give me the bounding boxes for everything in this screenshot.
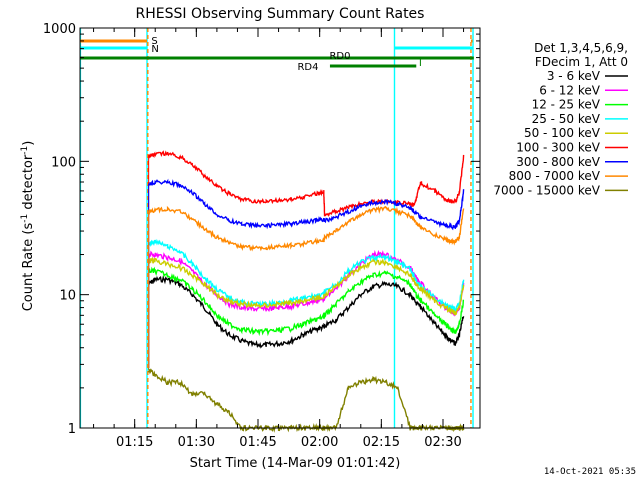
legend-entry-label: 300 - 800 keV xyxy=(516,155,600,169)
x-tick-label: 01:30 xyxy=(178,435,215,450)
series-line xyxy=(148,238,465,314)
legend-entry-label: 12 - 25 keV xyxy=(532,98,601,112)
flag-rd0-label: RD0 xyxy=(329,51,350,62)
series-trace xyxy=(148,205,465,368)
legend-entry-label: 100 - 300 keV xyxy=(516,141,600,155)
x-tick-label: 01:15 xyxy=(116,435,153,450)
legend-entry-label: 6 - 12 keV xyxy=(539,83,601,97)
y-tick-label: 1000 xyxy=(43,22,76,37)
x-tick-label: 02:00 xyxy=(301,435,338,450)
y-axis-label: Count Rate (s-1 detector-1) xyxy=(20,141,36,312)
series-line xyxy=(148,205,465,252)
plot-frame xyxy=(79,27,481,429)
legend: Det 1,3,4,5,6,9, FDecim 1, Att 0 3 - 6 k… xyxy=(493,41,628,197)
flag-s-label: S xyxy=(151,36,157,47)
y-tick-label: 100 xyxy=(51,155,76,170)
legend-header-line: Det 1,3,4,5,6,9, xyxy=(534,41,628,55)
y-axis: 1 10 100 1000 xyxy=(43,22,480,437)
series-line xyxy=(148,266,465,337)
x-tick-label: 01:45 xyxy=(239,435,276,450)
footer-date: 14-Oct-2021 05:35 xyxy=(544,467,636,477)
legend-entry-label: 50 - 100 keV xyxy=(524,126,601,140)
legend-entry-label: 3 - 6 keV xyxy=(547,69,601,83)
legend-header-line: FDecim 1, Att 0 xyxy=(535,55,628,69)
legend-entry-label: 7000 - 15000 keV xyxy=(493,183,600,197)
legend-entry-label: 25 - 50 keV xyxy=(532,112,601,126)
flag-n-label: N xyxy=(151,44,158,55)
legend-entry-label: 800 - 7000 keV xyxy=(509,169,601,183)
y-tick-label: 1 xyxy=(68,422,76,437)
x-tick-label: 02:15 xyxy=(363,435,400,450)
series-line xyxy=(148,150,465,217)
flag-bars: SN RD0 RD4 xyxy=(80,36,474,73)
flag-rd4-label: RD4 xyxy=(297,62,318,73)
chart-title: RHESSI Observing Summary Count Rates xyxy=(136,6,425,22)
x-axis: 01:15 01:30 01:45 02:00 02:15 02:30 xyxy=(93,28,465,450)
x-tick-label: 02:30 xyxy=(424,435,461,450)
series-line xyxy=(148,275,465,349)
x-axis-label: Start Time (14-Mar-09 01:01:42) xyxy=(190,456,401,471)
y-tick-label: 10 xyxy=(59,289,76,304)
series-line xyxy=(148,256,465,316)
series-line xyxy=(148,178,465,231)
data-traces xyxy=(148,150,465,433)
